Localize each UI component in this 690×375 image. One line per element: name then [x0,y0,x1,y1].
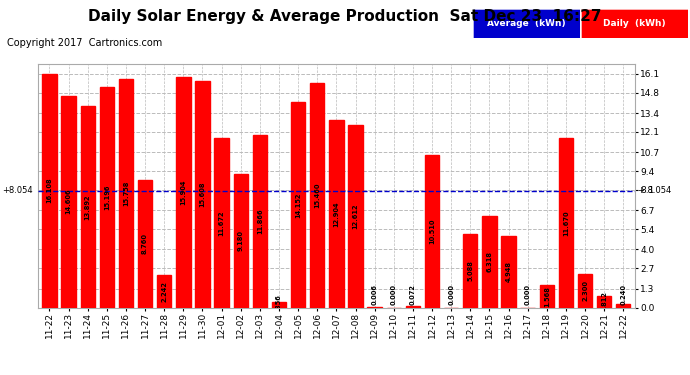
Text: 0.240: 0.240 [620,284,627,305]
Bar [310,83,324,308]
Bar [540,285,554,308]
Text: 14.606: 14.606 [66,189,72,214]
Text: 0.000: 0.000 [524,284,531,305]
Text: 12.612: 12.612 [353,203,359,229]
Text: 6.318: 6.318 [486,251,493,272]
Text: 0.000: 0.000 [391,284,397,305]
Text: 2.242: 2.242 [161,281,167,302]
Text: 15.608: 15.608 [199,182,206,207]
Bar [272,302,286,307]
Text: 4.948: 4.948 [506,261,511,282]
Bar [81,106,95,307]
Bar [329,120,344,308]
Text: 0.812: 0.812 [601,291,607,312]
Bar [157,275,171,308]
Bar [348,124,363,308]
Text: 2.300: 2.300 [582,280,588,302]
Text: 11.866: 11.866 [257,209,263,234]
Bar [425,155,440,308]
Text: Daily Solar Energy & Average Production  Sat Dec 23  16:27: Daily Solar Energy & Average Production … [88,9,602,24]
Text: 16.108: 16.108 [46,178,52,204]
Text: Average  (kWh): Average (kWh) [487,19,565,28]
Bar [502,236,515,308]
Bar [61,96,76,308]
Text: 8.760: 8.760 [142,234,148,255]
Bar [559,138,573,308]
Bar [42,74,57,308]
Text: 11.672: 11.672 [219,210,225,236]
Text: Daily  (kWh): Daily (kWh) [603,19,666,28]
Bar [578,274,592,308]
Text: 15.196: 15.196 [104,184,110,210]
Text: 15.904: 15.904 [180,179,186,205]
Text: 10.510: 10.510 [429,219,435,244]
Text: 5.088: 5.088 [467,260,473,281]
Bar [176,77,190,308]
Text: 0.356: 0.356 [276,294,282,315]
Bar [233,174,248,308]
Text: 9.180: 9.180 [238,230,244,251]
Text: 15.758: 15.758 [123,180,129,206]
Text: 15.460: 15.460 [314,183,320,208]
Text: 13.892: 13.892 [85,194,90,219]
Bar [482,216,497,308]
Bar [99,87,114,308]
Text: 0.000: 0.000 [448,284,454,305]
Text: 11.670: 11.670 [563,210,569,236]
Text: 12.904: 12.904 [333,201,339,227]
Bar [291,102,305,308]
Bar [616,304,631,307]
Bar [253,135,267,308]
Bar [463,234,477,308]
Bar [138,180,152,308]
Text: 0.006: 0.006 [372,284,377,305]
Bar [215,138,229,308]
Text: 1.568: 1.568 [544,286,550,307]
Text: 14.152: 14.152 [295,192,301,217]
Text: 0.072: 0.072 [410,284,416,305]
Bar [597,296,611,307]
Bar [406,306,420,308]
Text: +8.054: +8.054 [3,186,33,195]
Bar [119,79,133,308]
Bar [195,81,210,308]
Text: Copyright 2017  Cartronics.com: Copyright 2017 Cartronics.com [7,38,162,48]
Text: + 8.054: + 8.054 [638,186,671,195]
